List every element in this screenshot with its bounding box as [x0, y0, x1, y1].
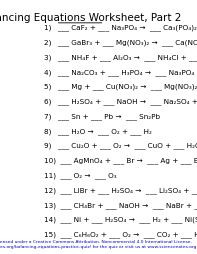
- Text: 12)  ___ LiBr + ___ H₂SO₄ →  ___ Li₂SO₄ + ___ HBr: 12) ___ LiBr + ___ H₂SO₄ → ___ Li₂SO₄ + …: [44, 186, 197, 193]
- Text: 5)   ___ Mg + ___ Cu(NO₃)₂ →  ___ Mg(NO₃)₂ + ___ Cu: 5) ___ Mg + ___ Cu(NO₃)₂ → ___ Mg(NO₃)₂ …: [44, 83, 197, 90]
- Text: 4)   ___ Na₂CO₃ + ___ H₃PO₄ →  ___ Na₃PO₄ + ___ H₂O + ___ CO₂: 4) ___ Na₂CO₃ + ___ H₃PO₄ → ___ Na₃PO₄ +…: [44, 69, 197, 75]
- Text: 10)  ___ AgMnO₄ + ___ Br →  ___ Ag + ___ BrMnO₄: 10) ___ AgMnO₄ + ___ Br → ___ Ag + ___ B…: [44, 157, 197, 164]
- Text: 14)  ___ Ni + ___ H₂SO₄ →  ___ H₂ + ___ Ni(SO₄)₂: 14) ___ Ni + ___ H₂SO₄ → ___ H₂ + ___ Ni…: [44, 216, 197, 223]
- Text: 7)   ___ Sn + ___ Pb →  ___ Sn₂Pb: 7) ___ Sn + ___ Pb → ___ Sn₂Pb: [44, 113, 160, 119]
- Text: This work is licensed under a Creative Commons Attribution. Noncommercial 4.0 In: This work is licensed under a Creative C…: [0, 239, 197, 248]
- Text: 13)  ___ CH₄Br + ___ NaOH →  ___ NaBr + ___ CH₃OH: 13) ___ CH₄Br + ___ NaOH → ___ NaBr + __…: [44, 201, 197, 208]
- Text: 2)   ___ GaBr₃ + ___ Mg(NO₃)₂ →  ___ Ca(NO₃)₂ + ___ MgBr₂: 2) ___ GaBr₃ + ___ Mg(NO₃)₂ → ___ Ca(NO₃…: [44, 39, 197, 46]
- Text: 15)  ___ C₆H₆O₂ + ___ O₂ →  ___ CO₂ + ___ H₂O: 15) ___ C₆H₆O₂ + ___ O₂ → ___ CO₂ + ___ …: [44, 230, 197, 237]
- Text: 6)   ___ H₂SO₄ + ___ NaOH →  ___ Na₂SO₄ + ___ H₂O: 6) ___ H₂SO₄ + ___ NaOH → ___ Na₂SO₄ + _…: [44, 98, 197, 105]
- Text: 9)   ___ Cu₂O + ___ O₂ →  ___ CuO + ___ H₂O: 9) ___ Cu₂O + ___ O₂ → ___ CuO + ___ H₂O: [44, 142, 197, 149]
- Text: 3)   ___ NH₄F + ___ Al₂O₃ →  ___ NH₄Cl + ___ AlF₃: 3) ___ NH₄F + ___ Al₂O₃ → ___ NH₄Cl + __…: [44, 54, 197, 60]
- Text: Balancing Equations Worksheet, Part 2: Balancing Equations Worksheet, Part 2: [0, 13, 181, 23]
- Text: 8)   ___ H₂O →  ___ O₂ + ___ H₂: 8) ___ H₂O → ___ O₂ + ___ H₂: [44, 128, 152, 134]
- Text: 11)  ___ O₂ →  ___ O₃: 11) ___ O₂ → ___ O₃: [44, 171, 117, 178]
- Text: 1)   ___ CaF₂ + ___ Na₃PO₄ →  ___ Ca₃(PO₄)₂ + ___ NaF: 1) ___ CaF₂ + ___ Na₃PO₄ → ___ Ca₃(PO₄)₂…: [44, 24, 197, 31]
